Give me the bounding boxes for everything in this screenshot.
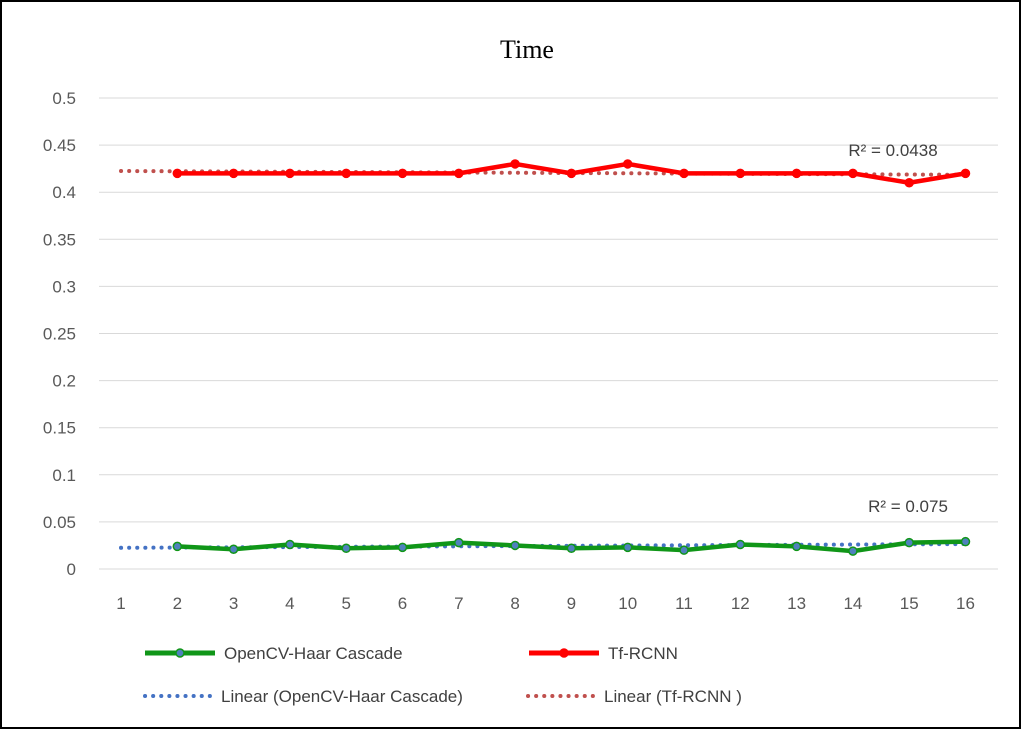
data-point-opencv — [454, 537, 464, 548]
data-point-opencv — [172, 541, 183, 552]
data-point-tf-rcnn — [679, 168, 689, 179]
data-point-tf-rcnn — [285, 168, 295, 179]
data-point-tf-rcnn — [510, 159, 520, 169]
data-series — [172, 159, 971, 556]
r-squared-annotations: R² = 0.0438 R² = 0.075 — [848, 141, 948, 516]
data-point-tf-rcnn — [791, 168, 802, 179]
x-tick-label: 15 — [900, 594, 919, 613]
data-point-tf-rcnn — [622, 159, 633, 169]
x-tick-label: 16 — [956, 594, 975, 613]
data-point-opencv — [228, 544, 239, 554]
x-tick-label: 7 — [454, 594, 463, 613]
gridlines — [99, 97, 998, 570]
legend-swatch-opencv-marker — [175, 648, 185, 658]
legend-label-linear-opencv: Linear (OpenCV-Haar Cascade) — [221, 687, 463, 706]
data-point-tf-rcnn — [848, 168, 858, 179]
legend-item-linear-opencv: Linear (OpenCV-Haar Cascade) — [143, 687, 463, 706]
data-point-opencv — [341, 543, 351, 554]
x-tick-label: 11 — [675, 594, 693, 613]
x-tick-label: 5 — [341, 594, 350, 613]
legend-label-tf-rcnn: Tf-RCNN — [608, 644, 678, 663]
data-point-tf-rcnn — [397, 168, 408, 179]
y-tick-label: 0 — [67, 560, 76, 579]
data-point-tf-rcnn — [566, 168, 577, 179]
data-point-opencv — [622, 542, 633, 553]
data-point-opencv — [285, 539, 295, 550]
legend-item-tf-rcnn: Tf-RCNN — [529, 644, 678, 663]
data-point-opencv — [735, 539, 746, 550]
data-point-opencv — [791, 541, 802, 552]
x-tick-label: 13 — [787, 594, 806, 613]
legend: OpenCV-Haar Cascade Tf-RCNN Linear (Open… — [143, 644, 742, 706]
r-squared-label-tf-rcnn: R² = 0.0438 — [848, 141, 937, 160]
y-tick-label: 0.3 — [52, 277, 76, 296]
x-tick-label: 14 — [843, 594, 862, 613]
legend-swatch-tf-rcnn-marker — [559, 648, 569, 658]
r-squared-label-opencv: R² = 0.075 — [868, 497, 948, 516]
x-tick-label: 6 — [398, 594, 407, 613]
legend-label-opencv: OpenCV-Haar Cascade — [224, 644, 403, 663]
x-tick-label: 2 — [173, 594, 182, 613]
y-tick-label: 0.15 — [43, 419, 76, 438]
data-point-opencv — [848, 546, 858, 556]
data-point-opencv — [960, 536, 971, 547]
data-point-tf-rcnn — [735, 168, 746, 179]
data-point-tf-rcnn — [341, 168, 351, 179]
x-tick-label: 8 — [510, 594, 519, 613]
data-point-opencv — [679, 545, 689, 555]
x-tick-label: 4 — [285, 594, 294, 613]
legend-item-linear-tf-rcnn: Linear (Tf-RCNN ) — [526, 687, 742, 706]
x-tick-label: 9 — [567, 594, 576, 613]
data-point-opencv — [510, 540, 520, 551]
data-point-tf-rcnn — [172, 168, 183, 179]
data-point-tf-rcnn — [454, 168, 464, 179]
y-tick-label: 0.45 — [43, 136, 76, 155]
x-tick-label: 1 — [116, 594, 125, 613]
y-tick-label: 0.4 — [52, 183, 76, 202]
data-point-tf-rcnn — [904, 178, 914, 188]
legend-item-opencv: OpenCV-Haar Cascade — [145, 644, 403, 663]
y-tick-label: 0.5 — [52, 89, 76, 108]
x-tick-label: 10 — [618, 594, 637, 613]
data-point-tf-rcnn — [960, 168, 971, 179]
data-point-opencv — [566, 543, 577, 554]
data-point-opencv — [397, 542, 408, 553]
x-axis-tick-labels: 1 2 3 4 5 6 7 8 9 10 11 12 13 14 15 16 — [116, 594, 975, 613]
x-tick-label: 3 — [229, 594, 238, 613]
chart-title: Time — [500, 35, 554, 64]
legend-label-linear-tf-rcnn: Linear (Tf-RCNN ) — [604, 687, 742, 706]
data-point-tf-rcnn — [228, 168, 239, 179]
y-tick-label: 0.05 — [43, 513, 76, 532]
y-tick-label: 0.25 — [43, 325, 76, 344]
y-axis-tick-labels: 0 0.05 0.1 0.15 0.2 0.25 0.3 0.35 0.4 0.45 0.5 — [43, 89, 76, 579]
y-tick-label: 0.2 — [52, 372, 76, 391]
y-tick-label: 0.1 — [52, 466, 76, 485]
y-tick-label: 0.35 — [43, 230, 76, 249]
x-tick-label: 12 — [731, 594, 750, 613]
data-point-opencv — [904, 537, 914, 548]
trendlines — [119, 169, 968, 550]
